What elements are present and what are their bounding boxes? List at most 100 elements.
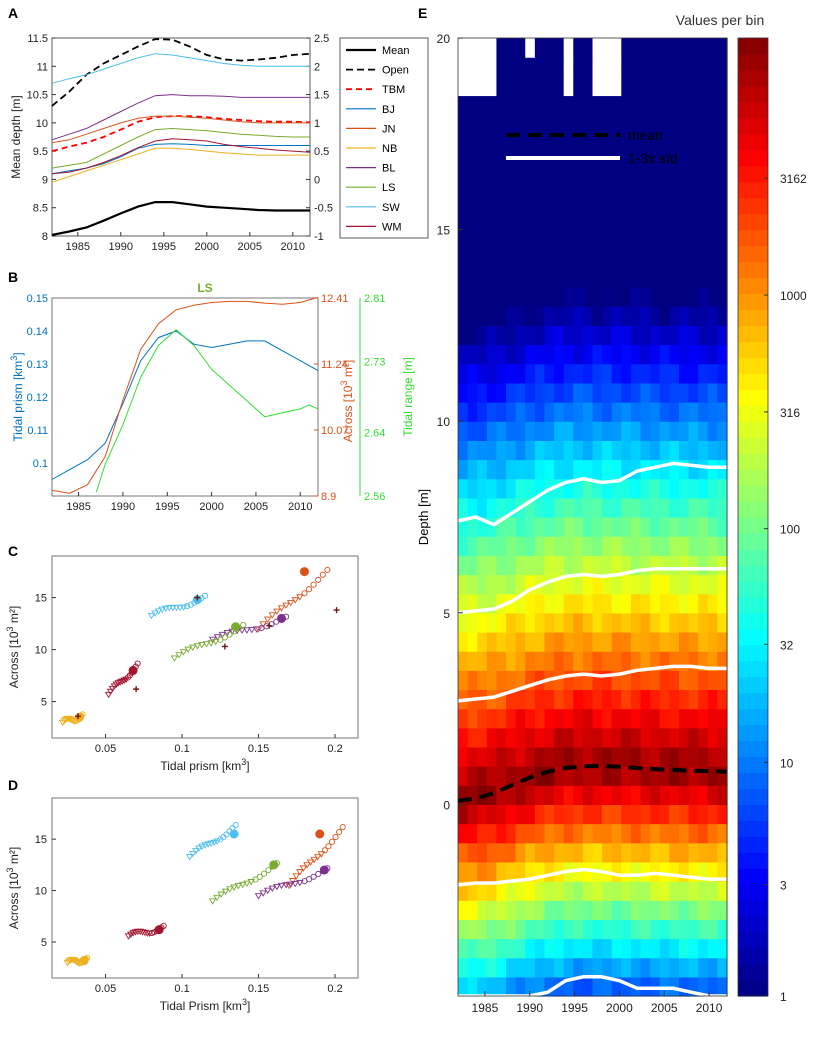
heatmap-cell	[688, 555, 699, 576]
y-tick-label: 20	[437, 32, 451, 46]
marker-circle	[221, 634, 228, 641]
heatmap-cell	[458, 785, 469, 805]
heatmap-cell	[573, 938, 584, 959]
heatmap-cell	[611, 689, 622, 710]
marker-triangle	[306, 859, 315, 866]
heatmap-cell	[678, 306, 690, 326]
heatmap-cell	[477, 497, 488, 518]
heatmap-cell	[621, 210, 632, 231]
heatmap-cell	[573, 95, 584, 116]
heatmap-cell	[525, 440, 536, 461]
heatmap-cell	[640, 152, 651, 173]
heatmap-cell	[563, 344, 574, 365]
heatmap-cell	[582, 842, 594, 863]
heatmap-cell	[621, 746, 632, 767]
heatmap-cell	[477, 727, 488, 748]
heatmap-cell	[688, 900, 699, 920]
heatmap-cell	[534, 38, 546, 58]
y-tick-label: 0.11	[27, 425, 48, 437]
heatmap-cell	[592, 631, 603, 652]
heatmap-cell	[467, 670, 478, 691]
heatmap-cell	[582, 152, 594, 173]
heatmap-cell	[554, 689, 565, 710]
series-line-mean	[51, 201, 310, 236]
heatmap-cell	[467, 651, 478, 671]
heatmap-cell	[477, 804, 488, 825]
heatmap-cell	[640, 555, 651, 576]
heatmap-cell	[707, 919, 718, 940]
colorbar-cell	[738, 740, 768, 758]
y-tick-label: 10	[35, 645, 47, 657]
marker-triangle	[310, 856, 318, 864]
heatmap-cell	[602, 957, 613, 978]
marker-triangle	[138, 929, 147, 936]
heatmap-cell	[592, 133, 603, 154]
heatmap-cell	[717, 574, 728, 595]
heatmap-cell	[477, 612, 488, 633]
heatmap-cell	[678, 38, 690, 58]
heatmap-cell	[688, 536, 699, 556]
heatmap-cell	[467, 402, 478, 422]
heatmap-cell	[630, 593, 642, 614]
heatmap-cell	[698, 708, 709, 729]
heatmap-cell	[515, 306, 526, 326]
heatmap-cell	[630, 689, 642, 710]
std-line	[457, 566, 727, 615]
x-tick-label: 0.05	[95, 743, 116, 755]
heatmap-cell	[544, 440, 555, 461]
heatmap-cell	[688, 133, 699, 154]
heatmap-cell	[640, 248, 651, 269]
heatmap-cell	[573, 766, 584, 786]
heatmap-cell	[563, 306, 574, 326]
heatmap-cell	[573, 746, 584, 767]
heatmap-cell	[592, 152, 603, 173]
heatmap-cell	[467, 267, 478, 288]
y-axis-label: Across [103 m²]	[5, 606, 21, 688]
heatmap-cell	[582, 172, 594, 192]
heatmap-cell	[563, 133, 574, 154]
heatmap-cell	[554, 287, 565, 307]
heatmap-cell	[496, 382, 507, 403]
heatmap-cell	[611, 306, 622, 326]
heatmap-cell	[573, 402, 584, 422]
heatmap-cell	[458, 152, 469, 173]
heatmap-cell	[563, 976, 574, 997]
marker-triangle	[268, 885, 277, 892]
colorbar-cell	[738, 309, 768, 326]
heatmap-cell	[602, 440, 613, 461]
colorbar-cell	[738, 932, 768, 949]
heatmap-cell	[467, 536, 478, 556]
heatmap-cell	[486, 842, 498, 863]
heatmap-cell	[602, 555, 613, 576]
heatmap-cell	[678, 57, 690, 77]
heatmap-cell	[688, 881, 699, 901]
heatmap-cell	[630, 785, 642, 805]
heatmap-cell	[698, 306, 709, 326]
heatmap-cell	[582, 76, 594, 97]
heatmap-cell	[554, 382, 565, 403]
marker-end	[277, 613, 286, 623]
heatmap-cell	[477, 229, 488, 250]
heatmap-cell	[650, 57, 661, 77]
heatmap-cell	[563, 459, 574, 480]
heatmap-cell	[650, 766, 661, 786]
marker-triangle	[285, 882, 293, 890]
heatmap-cell	[544, 631, 555, 652]
heatmap-cell	[611, 766, 622, 786]
heatmap-cell	[640, 957, 651, 978]
heatmap-cell	[486, 574, 498, 595]
heatmap-cell	[554, 727, 565, 748]
heatmap-cell	[544, 267, 555, 288]
heatmap-cell	[659, 823, 670, 844]
heatmap-cell	[582, 421, 594, 441]
heatmap-cell	[544, 612, 555, 633]
heatmap-cell	[458, 919, 469, 940]
heatmap-cell	[669, 785, 680, 805]
y-tick-label: 15	[437, 224, 451, 238]
heatmap-cell	[506, 842, 517, 863]
heatmap-cell	[458, 823, 469, 844]
heatmap-cell	[573, 631, 584, 652]
heatmap-cell	[707, 785, 718, 805]
heatmap-cell	[669, 651, 680, 671]
heatmap-cell	[525, 612, 536, 633]
